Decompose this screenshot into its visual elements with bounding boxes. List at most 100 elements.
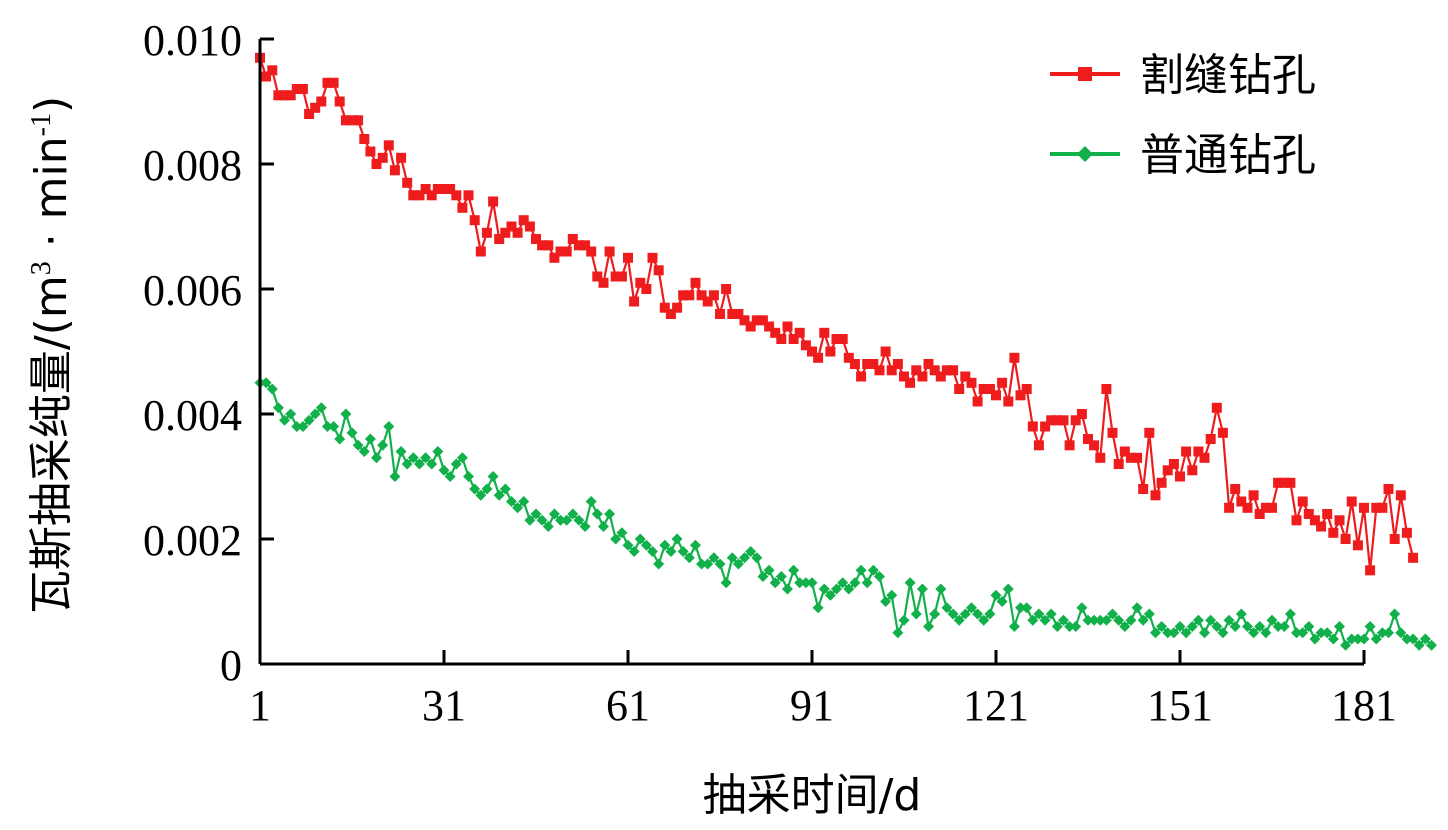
data-point	[776, 334, 787, 344]
data-point	[684, 290, 695, 301]
data-point	[806, 577, 818, 589]
data-point	[1260, 627, 1272, 639]
data-point	[261, 71, 272, 82]
data-point	[781, 583, 793, 595]
data-point	[1137, 614, 1149, 626]
data-point	[1224, 502, 1235, 513]
data-point	[555, 246, 566, 257]
data-point	[451, 190, 462, 201]
data-point	[1168, 627, 1180, 639]
data-point	[389, 165, 400, 176]
data-point	[401, 458, 413, 470]
data-point	[1315, 627, 1327, 639]
data-point	[518, 215, 529, 226]
data-point	[813, 352, 824, 363]
data-point	[1235, 608, 1247, 620]
data-point	[1094, 614, 1106, 626]
data-point	[506, 221, 517, 232]
data-point	[831, 583, 843, 595]
data-point	[1352, 633, 1364, 645]
data-point	[1064, 621, 1076, 632]
data-point	[696, 558, 708, 570]
data-point	[923, 621, 935, 632]
data-point	[555, 514, 567, 526]
data-point	[316, 96, 327, 107]
data-point	[672, 302, 683, 313]
data-point	[1052, 415, 1063, 426]
data-point	[413, 458, 425, 470]
data-point	[935, 371, 946, 382]
data-point	[972, 608, 984, 620]
legend-item-slotted: 割缝钻孔	[1050, 50, 1316, 101]
data-point	[880, 596, 892, 607]
data-point	[591, 508, 603, 520]
data-point	[285, 408, 297, 420]
data-point	[340, 408, 352, 420]
data-point	[1376, 627, 1388, 639]
data-point	[745, 546, 757, 557]
data-point	[537, 240, 548, 251]
data-point	[1322, 509, 1333, 519]
data-point	[542, 521, 554, 532]
data-point	[1119, 621, 1131, 632]
data-point	[763, 564, 775, 576]
data-point	[1217, 427, 1228, 438]
data-point	[586, 246, 597, 257]
data-point	[739, 315, 750, 326]
data-point	[585, 496, 597, 507]
y-tick-label: 0.010	[143, 16, 242, 65]
data-point	[794, 577, 806, 589]
data-point	[285, 90, 296, 101]
y-tick-label: 0	[220, 641, 242, 690]
data-point	[769, 577, 781, 589]
data-point	[1248, 490, 1259, 501]
data-point	[1057, 614, 1069, 626]
data-point	[518, 496, 530, 507]
data-point	[334, 96, 345, 107]
data-point	[481, 483, 493, 495]
data-point	[1408, 552, 1419, 563]
data-point	[1383, 484, 1394, 494]
data-point	[1211, 402, 1222, 413]
data-point	[438, 464, 450, 476]
data-point	[868, 359, 879, 369]
data-point	[991, 390, 1001, 401]
data-point	[321, 421, 333, 432]
y-axis-title-sup2: -1	[26, 113, 57, 136]
data-point	[1401, 527, 1412, 538]
data-point	[960, 371, 971, 382]
data-point	[297, 84, 308, 94]
series-layer	[254, 52, 1437, 651]
data-point	[892, 627, 904, 639]
y-axis-title: 瓦斯抽采纯量/(m3 · min-1)	[26, 96, 77, 614]
data-point	[1187, 465, 1198, 476]
data-point	[1150, 490, 1161, 501]
data-point	[702, 296, 713, 307]
data-point	[1051, 621, 1063, 632]
data-point	[426, 190, 437, 201]
data-point	[1419, 633, 1431, 645]
data-point	[260, 377, 272, 389]
legend-marker-ordinary	[1077, 146, 1093, 162]
data-point	[764, 321, 775, 332]
data-point	[665, 309, 676, 319]
data-point	[549, 252, 560, 263]
data-point	[917, 371, 928, 382]
data-point	[1181, 446, 1192, 457]
data-point	[494, 234, 505, 244]
x-tick-labels: 1 31 61 91 121 151 181	[249, 681, 1397, 730]
data-point	[714, 558, 726, 570]
data-point	[1144, 427, 1155, 438]
data-point	[683, 552, 695, 564]
data-point	[929, 608, 941, 620]
y-axis-title-suffix: )	[26, 96, 77, 113]
data-point	[359, 134, 370, 144]
data-point	[1149, 627, 1161, 639]
data-point	[678, 290, 689, 301]
data-point	[770, 327, 781, 338]
data-point	[439, 184, 449, 194]
data-point	[831, 334, 842, 344]
data-point	[475, 246, 486, 257]
data-point	[1070, 621, 1082, 632]
data-point	[1309, 633, 1321, 645]
